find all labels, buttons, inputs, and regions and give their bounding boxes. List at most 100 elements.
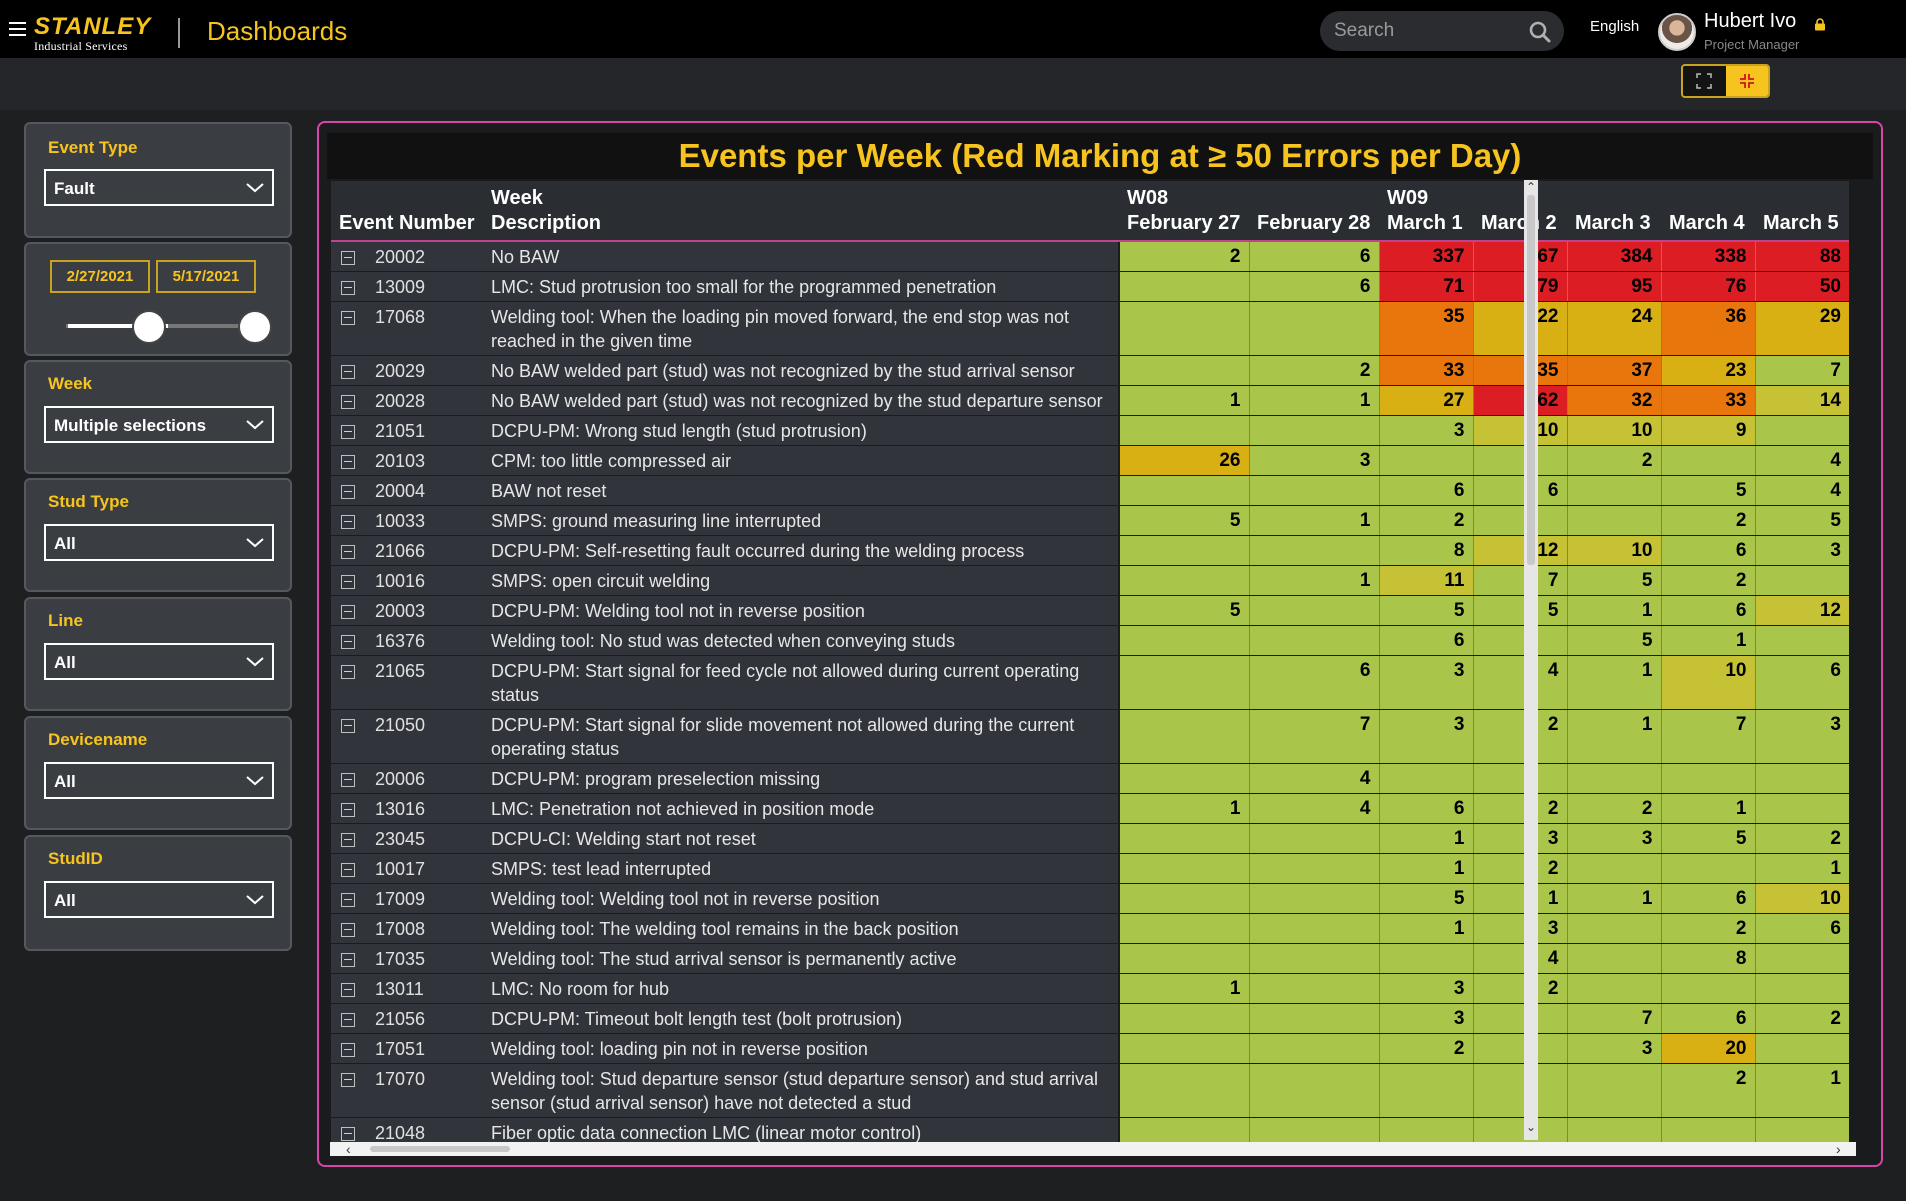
table-row[interactable]: 17051 Welding tool: loading pin not in re… [331,1033,1849,1064]
scroll-right-arrow-icon[interactable]: › [1836,1141,1841,1157]
value-cell[interactable]: 2 [1660,505,1755,536]
value-cell[interactable]: 10 [1566,415,1661,446]
scroll-left-arrow-icon[interactable]: ‹ [346,1141,351,1157]
value-cell[interactable]: 11 [1378,565,1473,596]
value-cell[interactable]: 4 [1472,655,1567,710]
value-cell[interactable] [1248,853,1379,884]
collapse-icon[interactable] [341,719,355,733]
value-cell[interactable]: 5 [1660,823,1755,854]
table-row[interactable]: 17070 Welding tool: Stud departure sensor… [331,1063,1849,1118]
value-cell[interactable]: 5 [1566,625,1661,656]
collapse-icon[interactable] [341,515,355,529]
user-name[interactable]: Hubert Ivo [1704,10,1797,32]
value-cell[interactable] [1754,625,1849,656]
value-cell[interactable]: 71 [1378,271,1473,302]
collapse-icon[interactable] [341,455,355,469]
collapse-icon[interactable] [341,1043,355,1057]
value-cell[interactable]: 3 [1472,913,1567,944]
value-cell[interactable]: 3 [1566,1033,1661,1064]
value-cell[interactable] [1378,763,1473,794]
value-cell[interactable] [1118,1063,1249,1118]
devicename-dropdown[interactable]: All [44,762,274,799]
collapse-icon[interactable] [341,635,355,649]
value-cell[interactable] [1472,1063,1567,1118]
header-day[interactable]: March 2 [1473,211,1567,242]
value-cell[interactable] [1118,271,1249,302]
value-cell[interactable]: 9 [1660,415,1755,446]
value-cell[interactable]: 5 [1566,565,1661,596]
value-cell[interactable]: 12 [1754,595,1849,626]
value-cell[interactable]: 6 [1472,475,1567,506]
value-cell[interactable]: 7 [1660,709,1755,764]
date-slider-start-handle[interactable] [132,310,166,344]
collapse-icon[interactable] [341,605,355,619]
value-cell[interactable]: 1 [1118,973,1249,1004]
table-row[interactable]: 21056 DCPU-PM: Timeout bolt length test (… [331,1003,1849,1034]
value-cell[interactable] [1248,625,1379,656]
value-cell[interactable]: 7 [1566,1003,1661,1034]
table-row[interactable]: 20103 CPM: too little compressed air 26 3 2 4 [331,445,1849,476]
value-cell[interactable]: 8 [1660,943,1755,974]
value-cell[interactable] [1754,763,1849,794]
header-event-number[interactable]: Event Number [331,211,483,242]
value-cell[interactable]: 1 [1566,883,1661,914]
value-cell[interactable]: 2 [1660,1063,1755,1118]
value-cell[interactable] [1118,943,1249,974]
value-cell[interactable]: 2 [1660,913,1755,944]
table-row[interactable]: 13009 LMC: Stud protrusion too small for … [331,271,1849,302]
table-row[interactable]: 23045 DCPU-CI: Welding start not reset 1 3 3… [331,823,1849,854]
table-row[interactable]: 21051 DCPU-PM: Wrong stud length (stud pr… [331,415,1849,446]
value-cell[interactable]: 1 [1566,655,1661,710]
value-cell[interactable] [1118,655,1249,710]
value-cell[interactable]: 7 [1248,709,1379,764]
value-cell[interactable]: 1 [1754,853,1849,884]
collapse-icon[interactable] [341,365,355,379]
value-cell[interactable]: 3 [1248,445,1379,476]
value-cell[interactable]: 2 [1472,853,1567,884]
value-cell[interactable] [1248,475,1379,506]
table-row[interactable]: 20006 DCPU-PM: program preselection missi… [331,763,1849,794]
table-row[interactable]: 20002 No BAW 2 6 337 267 384 338 88 [331,241,1849,272]
value-cell[interactable]: 3 [1378,415,1473,446]
value-cell[interactable]: 4 [1248,793,1379,824]
value-cell[interactable]: 6 [1660,535,1755,566]
value-cell[interactable]: 37 [1566,355,1661,386]
value-cell[interactable]: 2 [1754,823,1849,854]
value-cell[interactable]: 384 [1566,241,1661,272]
value-cell[interactable] [1378,943,1473,974]
value-cell[interactable]: 1 [1472,883,1567,914]
value-cell[interactable] [1118,1033,1249,1064]
value-cell[interactable]: 79 [1472,271,1567,302]
collapse-icon[interactable] [341,1073,355,1087]
value-cell[interactable]: 1 [1754,1063,1849,1118]
value-cell[interactable] [1118,565,1249,596]
collapse-icon[interactable] [341,665,355,679]
value-cell[interactable] [1566,973,1661,1004]
value-cell[interactable]: 2 [1754,1003,1849,1034]
value-cell[interactable]: 20 [1660,1033,1755,1064]
end-date-input[interactable]: 5/17/2021 [156,260,256,293]
week-dropdown[interactable]: Multiple selections [44,406,274,443]
value-cell[interactable] [1118,475,1249,506]
table-row[interactable]: 20004 BAW not reset 6 6 5 4 [331,475,1849,506]
value-cell[interactable]: 6 [1754,913,1849,944]
table-row[interactable]: 20003 DCPU-PM: Welding tool not in revers… [331,595,1849,626]
value-cell[interactable]: 5 [1118,595,1249,626]
value-cell[interactable] [1248,823,1379,854]
value-cell[interactable]: 3 [1472,823,1567,854]
value-cell[interactable] [1566,475,1661,506]
value-cell[interactable]: 1 [1118,793,1249,824]
value-cell[interactable]: 23 [1660,355,1755,386]
value-cell[interactable] [1472,1003,1567,1034]
value-cell[interactable]: 2 [1566,793,1661,824]
header-description[interactable]: Description [483,211,1119,242]
value-cell[interactable]: 4 [1472,943,1567,974]
line-dropdown[interactable]: All [44,643,274,680]
value-cell[interactable] [1118,853,1249,884]
language-selector[interactable]: English [1590,18,1640,35]
collapse-icon[interactable] [341,485,355,499]
value-cell[interactable]: 10 [1754,883,1849,914]
value-cell[interactable]: 2 [1566,445,1661,476]
table-row[interactable]: 17035 Welding tool: The stud arrival sens… [331,943,1849,974]
value-cell[interactable] [1248,1003,1379,1034]
